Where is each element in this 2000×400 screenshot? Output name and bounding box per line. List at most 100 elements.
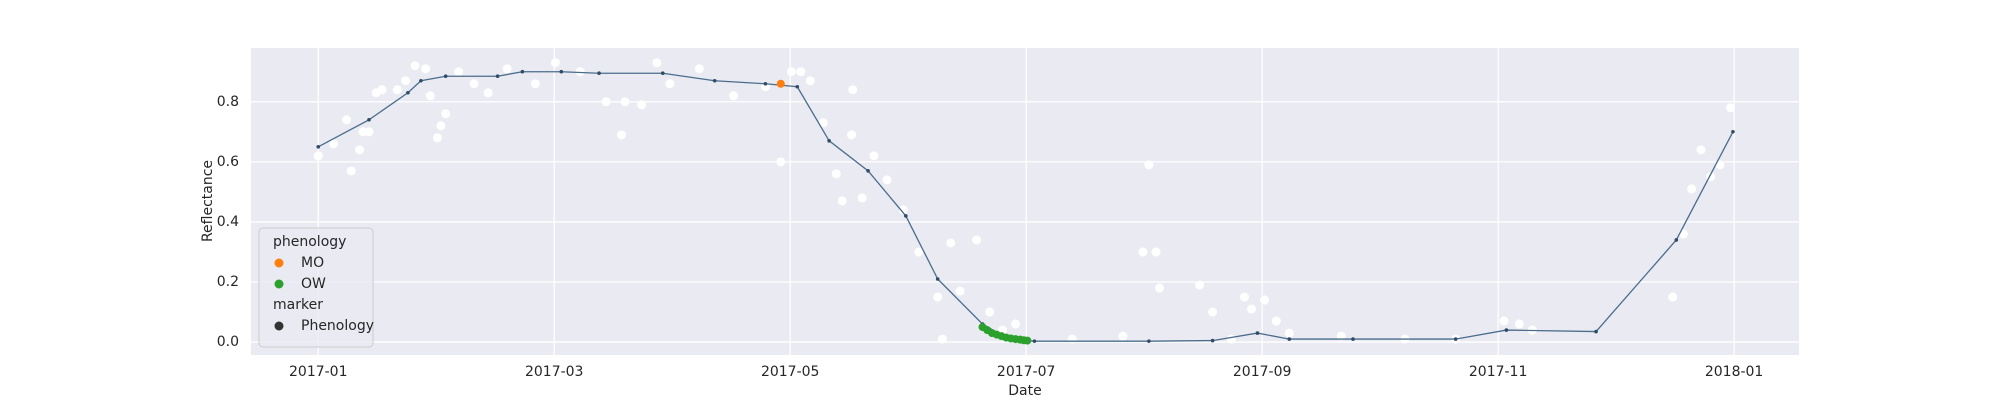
point	[818, 118, 828, 128]
point	[425, 91, 435, 101]
point	[796, 67, 806, 77]
line-marker	[597, 71, 601, 76]
plot-background	[251, 48, 1799, 355]
line-marker	[1287, 337, 1292, 341]
point	[1226, 334, 1236, 344]
point	[313, 151, 323, 161]
point	[1155, 283, 1165, 293]
point	[1668, 292, 1678, 302]
legend-title: marker	[273, 297, 323, 313]
y-tick-label: 0.6	[217, 154, 239, 170]
legend-label: OW	[301, 276, 326, 292]
point	[985, 307, 995, 317]
line-marker	[1351, 337, 1355, 341]
line-marker	[904, 214, 908, 218]
y-tick-label: 0.0	[217, 334, 239, 350]
point	[530, 79, 540, 89]
line-marker	[1147, 339, 1151, 343]
point	[1336, 331, 1346, 341]
point	[837, 196, 847, 206]
point	[601, 97, 611, 107]
line-marker	[1674, 238, 1679, 242]
point	[410, 61, 420, 71]
line-marker	[763, 81, 768, 86]
point	[776, 157, 786, 167]
point	[392, 85, 402, 95]
line-marker	[419, 78, 423, 83]
point	[1144, 160, 1154, 170]
line-marker	[495, 74, 500, 79]
point	[898, 205, 908, 215]
point	[550, 58, 560, 68]
point	[1138, 247, 1148, 257]
point	[831, 169, 841, 179]
x-tick-label: 2018-01	[1705, 364, 1764, 380]
legend-label: MO	[301, 255, 324, 271]
line-marker	[443, 74, 448, 79]
point	[1715, 160, 1725, 170]
line-marker	[406, 90, 410, 95]
point	[469, 79, 479, 89]
x-tick-label: 2017-07	[997, 364, 1056, 380]
point	[329, 139, 339, 149]
line-marker	[827, 139, 831, 143]
point	[1271, 316, 1281, 326]
point	[1499, 316, 1509, 326]
line-marker	[367, 117, 371, 122]
y-tick-label: 0.2	[217, 274, 239, 290]
point	[355, 145, 365, 155]
point	[972, 235, 982, 245]
point	[869, 151, 879, 161]
point	[786, 67, 796, 77]
point	[933, 292, 943, 302]
point	[1726, 103, 1736, 113]
point	[346, 166, 356, 176]
x-tick-label: 2017-05	[761, 364, 820, 380]
legend-marker	[274, 321, 284, 331]
legend-box	[258, 227, 374, 348]
x-tick-label: 2017-01	[289, 364, 348, 380]
point	[652, 58, 662, 68]
point	[857, 193, 867, 203]
line-marker	[712, 78, 717, 83]
point	[620, 97, 630, 107]
point	[776, 79, 785, 88]
point	[946, 238, 956, 248]
point	[665, 79, 675, 89]
point	[955, 286, 965, 296]
y-axis-label: Reflectance	[200, 160, 216, 242]
point	[1239, 292, 1249, 302]
point	[575, 67, 585, 77]
point	[401, 76, 411, 86]
line-marker	[1731, 130, 1735, 134]
point	[1687, 184, 1697, 194]
legend-marker	[274, 279, 284, 289]
line-marker	[316, 145, 321, 149]
point	[1284, 328, 1294, 338]
point	[1247, 304, 1257, 314]
point	[729, 91, 739, 101]
point	[1678, 229, 1688, 239]
point	[848, 85, 858, 95]
point	[1011, 319, 1021, 329]
line-marker	[660, 71, 665, 76]
point	[342, 115, 352, 125]
legend-marker	[274, 258, 284, 268]
legend-title: phenology	[273, 234, 346, 250]
smoothed-line	[317, 71, 1734, 342]
point	[616, 130, 626, 140]
line-marker	[1210, 338, 1215, 343]
point	[847, 130, 857, 140]
point	[694, 64, 704, 74]
point	[1696, 145, 1706, 155]
line-marker	[795, 84, 800, 89]
x-tick-label: 2017-09	[1233, 364, 1292, 380]
point	[1260, 295, 1270, 305]
point	[637, 100, 647, 110]
line-marker	[520, 69, 525, 74]
y-tick-label: 0.4	[217, 214, 239, 230]
line-marker	[866, 169, 870, 173]
point	[1118, 331, 1128, 341]
point	[441, 109, 451, 119]
